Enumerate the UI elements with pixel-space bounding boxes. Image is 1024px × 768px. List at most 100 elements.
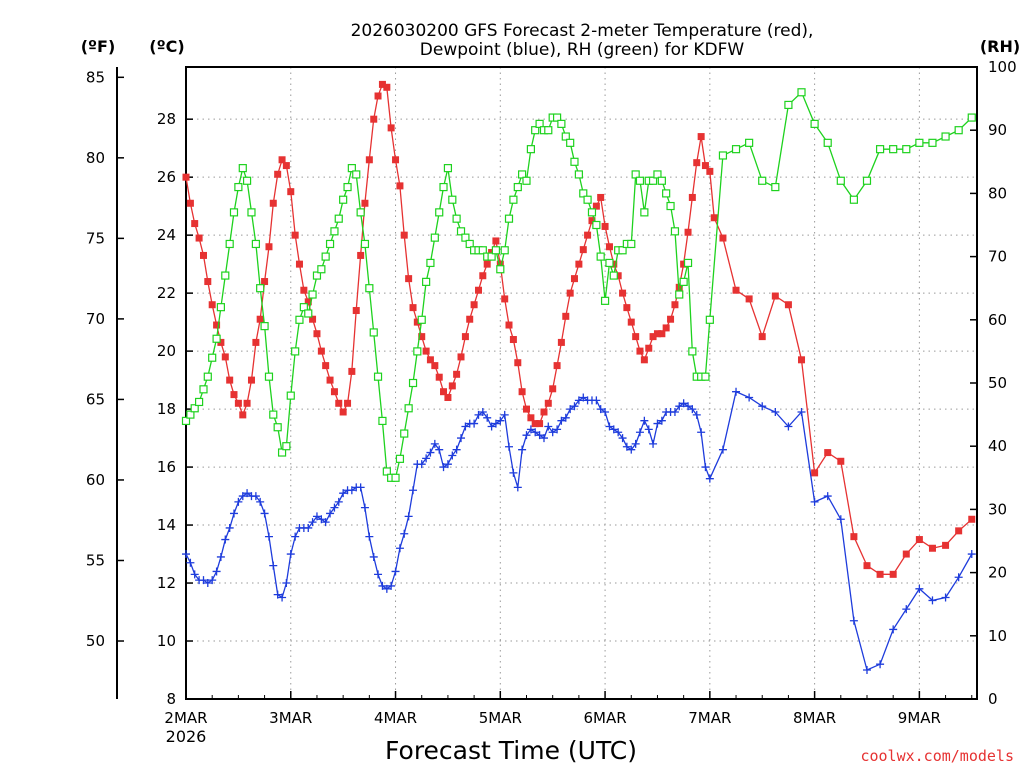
- rh-point: [941, 132, 950, 141]
- temperature-point: [579, 246, 587, 254]
- rh-point: [365, 284, 374, 293]
- temperature-point: [610, 260, 618, 268]
- temperature-point: [771, 292, 779, 300]
- temperature-point: [457, 353, 465, 361]
- celsius-tick-label: 14: [157, 516, 176, 534]
- dewpoint-point: [186, 558, 195, 567]
- rh-point: [199, 385, 208, 394]
- rh-point: [745, 138, 754, 147]
- temperature-point: [278, 156, 286, 164]
- dewpoint-point: [278, 593, 287, 602]
- temperature-point: [199, 251, 207, 259]
- temperature-point: [392, 156, 400, 164]
- rh-point: [317, 265, 326, 274]
- dewpoint-point: [823, 492, 832, 501]
- temperature-point: [352, 307, 360, 315]
- temperature-point: [208, 301, 216, 309]
- dewpoint-point: [526, 425, 535, 434]
- temperature-point: [374, 92, 382, 100]
- rh-point: [718, 151, 728, 160]
- temperature-point: [662, 324, 670, 332]
- dewpoint-point: [967, 550, 976, 559]
- tick-labels: 2MAR 3MAR 4MAR 5MAR 6MAR 7MAR 8MAR 9MAR 8 10 12 14 1…: [86, 58, 1017, 727]
- rh-point: [954, 126, 963, 135]
- rh-point: [291, 347, 300, 356]
- temperature-point: [811, 469, 819, 477]
- rh-point: [531, 126, 540, 135]
- temperature-point: [514, 359, 522, 367]
- dewpoint-point: [291, 532, 300, 541]
- credit-text: coolwx.com/models: [860, 747, 1014, 765]
- temperature-point: [470, 301, 478, 309]
- celsius-tick-label: 24: [157, 226, 176, 244]
- temperature-point: [719, 234, 727, 242]
- temperature-point: [440, 388, 448, 396]
- plot-frame: [185, 66, 978, 700]
- dewpoint-point: [374, 570, 383, 579]
- fahrenheit-tick-label: 65: [86, 390, 105, 408]
- temperature-point: [213, 321, 221, 329]
- dewpoint-point: [688, 405, 697, 414]
- temperature-point: [221, 353, 229, 361]
- temperature-point: [658, 330, 666, 338]
- rh-point: [360, 239, 370, 249]
- temperature-point: [619, 289, 627, 297]
- rh-point: [902, 145, 911, 154]
- temperature-point: [505, 321, 513, 329]
- rh-point: [417, 315, 426, 324]
- dewpoint-point: [347, 486, 356, 495]
- rh-point: [247, 208, 256, 217]
- temperature-point: [889, 570, 897, 578]
- dewpoint-point: [448, 451, 457, 460]
- celsius-tick-label: 10: [157, 632, 176, 650]
- dewpoint-point: [382, 584, 391, 593]
- rh-point: [330, 227, 339, 236]
- temperature-point: [798, 356, 806, 364]
- dewpoint-point: [518, 445, 527, 454]
- dewpoint-point: [225, 523, 234, 532]
- temperature-point: [575, 260, 583, 268]
- temperature-point: [418, 333, 426, 341]
- temperature-point: [269, 199, 277, 207]
- x-tick-label: 5MAR: [479, 709, 522, 727]
- dewpoint-point: [705, 474, 714, 483]
- rh-point: [404, 404, 413, 413]
- rh-point: [657, 176, 666, 185]
- rh-point: [496, 265, 505, 274]
- rh-point: [238, 164, 247, 173]
- dewpoint-point: [470, 419, 479, 428]
- temperature-point: [601, 222, 609, 230]
- temperature-point: [335, 399, 343, 407]
- dewpoint-point: [360, 503, 369, 512]
- temperature-point: [309, 315, 317, 323]
- rh-tick-label: 0: [988, 690, 998, 708]
- dewpoint-point: [264, 532, 273, 541]
- fahrenheit-tick-label: 75: [86, 229, 105, 247]
- dewpoint-point: [618, 434, 627, 443]
- temperature-point: [243, 399, 251, 407]
- temperature-point: [527, 414, 535, 422]
- rh-point: [391, 473, 400, 482]
- temperature-point: [824, 449, 832, 457]
- dewpoint-point: [797, 407, 806, 416]
- rh-series: [181, 88, 976, 482]
- rh-point: [478, 246, 487, 255]
- rh-point: [225, 239, 234, 249]
- rh-point: [373, 372, 383, 381]
- x-tick-label: 3MAR: [269, 709, 312, 727]
- temperature-point: [667, 315, 675, 323]
- temperature-point: [605, 243, 613, 251]
- dewpoint-point: [312, 512, 321, 521]
- dewpoint-point: [251, 492, 260, 501]
- temperature-point: [365, 156, 373, 164]
- dewpoint-point: [321, 518, 330, 527]
- rh-point: [308, 290, 317, 299]
- rh-point: [509, 195, 518, 204]
- temperature-point: [344, 399, 352, 407]
- temperature-point: [304, 298, 312, 306]
- dewpoint-point: [732, 387, 741, 396]
- temperature-point: [282, 162, 290, 170]
- rh-point: [915, 138, 924, 147]
- rh-tick-label: 80: [988, 184, 1007, 202]
- x-tick-label: 6MAR: [583, 709, 626, 727]
